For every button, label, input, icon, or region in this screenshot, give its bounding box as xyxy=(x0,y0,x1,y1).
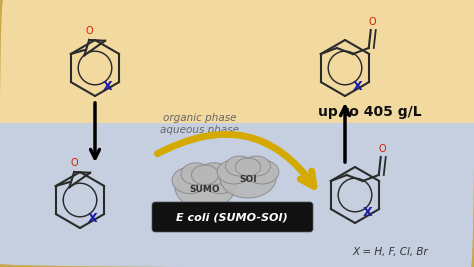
Text: O: O xyxy=(70,158,78,168)
Text: X: X xyxy=(87,211,97,225)
Ellipse shape xyxy=(236,158,261,176)
Text: O: O xyxy=(85,26,93,36)
Text: O: O xyxy=(379,144,387,154)
Ellipse shape xyxy=(199,163,229,185)
Text: X: X xyxy=(363,206,372,219)
Ellipse shape xyxy=(242,156,270,176)
Bar xyxy=(0,123,474,267)
Ellipse shape xyxy=(202,167,238,194)
Bar xyxy=(0,0,474,123)
Text: SOI: SOI xyxy=(239,175,257,184)
Ellipse shape xyxy=(175,165,235,209)
Ellipse shape xyxy=(181,163,211,185)
Text: aqueous phase: aqueous phase xyxy=(161,125,239,135)
FancyArrowPatch shape xyxy=(157,134,314,186)
Ellipse shape xyxy=(217,160,251,184)
Text: X: X xyxy=(353,80,362,92)
Text: X: X xyxy=(102,80,112,92)
Ellipse shape xyxy=(172,167,208,194)
Ellipse shape xyxy=(226,156,254,176)
Ellipse shape xyxy=(191,165,219,185)
Text: O: O xyxy=(369,17,376,27)
Text: organic phase: organic phase xyxy=(163,113,237,123)
Text: E coli (SUMO-SOI): E coli (SUMO-SOI) xyxy=(176,213,288,223)
Text: X = H, F, Cl, Br: X = H, F, Cl, Br xyxy=(352,247,428,257)
Ellipse shape xyxy=(245,160,279,184)
Text: SUMO: SUMO xyxy=(190,186,220,194)
Ellipse shape xyxy=(220,158,276,198)
Text: up to 405 g/L: up to 405 g/L xyxy=(318,105,422,119)
FancyBboxPatch shape xyxy=(152,202,313,232)
